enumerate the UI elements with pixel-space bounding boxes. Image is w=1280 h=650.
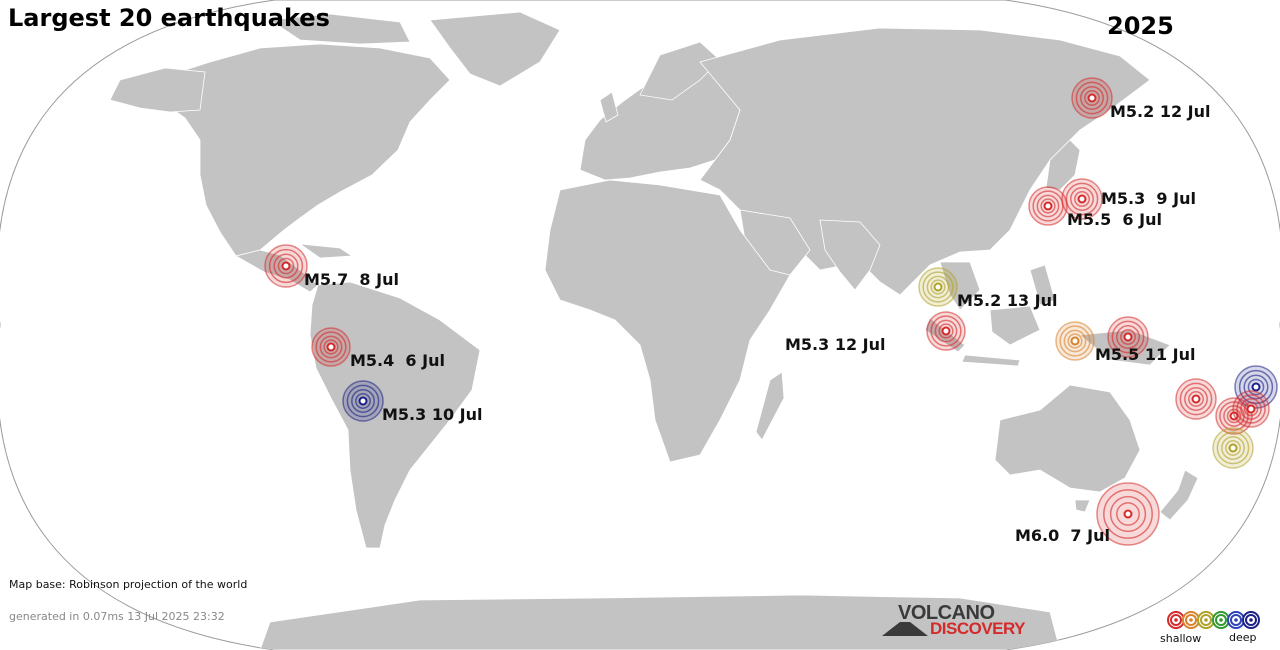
map-title: Largest 20 earthquakes [8, 4, 330, 32]
earthquake-marker[interactable] [1071, 77, 1113, 119]
earthquake-marker[interactable] [342, 380, 384, 422]
java [961, 354, 1021, 367]
earthquake-marker[interactable] [1234, 365, 1278, 409]
depth-legend [1167, 611, 1260, 629]
earthquake-marker[interactable] [1055, 321, 1095, 361]
quake-label-myanmar: M5.2 13 Jul [957, 291, 1058, 310]
legend-ring [1197, 611, 1215, 629]
australia [994, 384, 1141, 493]
earthquake-marker[interactable] [918, 267, 958, 307]
logo-text-discovery: DISCOVERY [930, 619, 1026, 638]
quake-label-mexico: M5.7 8 Jul [304, 270, 399, 289]
quake-label-indonesia: M5.5 11 Jul [1095, 345, 1196, 364]
legend-ring [1242, 611, 1260, 629]
legend-ring [1182, 611, 1200, 629]
arctic-islands [268, 13, 411, 45]
generated-timestamp: generated in 0.07ms 13 Jul 2025 23:32 [9, 610, 225, 623]
quake-label-peru: M5.4 6 Jul [350, 351, 445, 370]
quake-label-newzealand: M6.0 7 Jul [1015, 526, 1110, 545]
quake-label-kamchatka: M5.2 12 Jul [1110, 102, 1211, 121]
south-america [309, 281, 481, 549]
new-zealand [1159, 469, 1199, 521]
africa [544, 179, 791, 463]
tasmania [1074, 499, 1091, 513]
earthquake-marker[interactable] [1212, 427, 1254, 469]
north-america [159, 43, 451, 257]
japan [1045, 139, 1081, 191]
earthquake-marker[interactable] [1096, 482, 1160, 546]
earthquake-marker[interactable] [264, 244, 308, 288]
map-year: 2025 [1107, 12, 1174, 40]
earthquake-marker[interactable] [1061, 178, 1103, 220]
asia [699, 27, 1151, 296]
legend-deep-label: deep [1229, 631, 1257, 644]
quake-label-japan-a: M5.3 9 Jul [1101, 189, 1196, 208]
earthquake-marker[interactable] [311, 327, 351, 367]
volcano-icon [882, 622, 928, 636]
legend-ring [1227, 611, 1245, 629]
legend-ring [1167, 611, 1185, 629]
earthquake-marker[interactable] [1232, 390, 1270, 428]
earthquake-marker[interactable] [1028, 186, 1068, 226]
map-base-note: Map base: Robinson projection of the wor… [9, 578, 248, 591]
quake-label-indian-ocean: M5.3 12 Jul [785, 335, 886, 354]
volcano-discovery-logo[interactable]: VOLCANO DISCOVERY [882, 602, 1042, 642]
uk [599, 91, 619, 123]
greenland [429, 11, 561, 87]
earthquake-marker[interactable] [926, 311, 966, 351]
earthquake-markers [264, 77, 1278, 546]
antarctica [259, 594, 1061, 650]
earthquake-marker[interactable] [1175, 378, 1217, 420]
legend-ring [1212, 611, 1230, 629]
legend-shallow-label: shallow [1160, 632, 1202, 645]
madagascar [755, 371, 785, 441]
alaska [109, 67, 206, 113]
philippines [1029, 264, 1056, 306]
logo-text-volcano: VOLCANO [898, 602, 995, 624]
quake-label-japan-b: M5.5 6 Jul [1067, 210, 1162, 229]
earthquake-marker[interactable] [1107, 316, 1149, 358]
quake-label-bolivia: M5.3 10 Jul [382, 405, 483, 424]
cuba [298, 243, 354, 259]
india [819, 219, 881, 291]
borneo [989, 305, 1041, 346]
